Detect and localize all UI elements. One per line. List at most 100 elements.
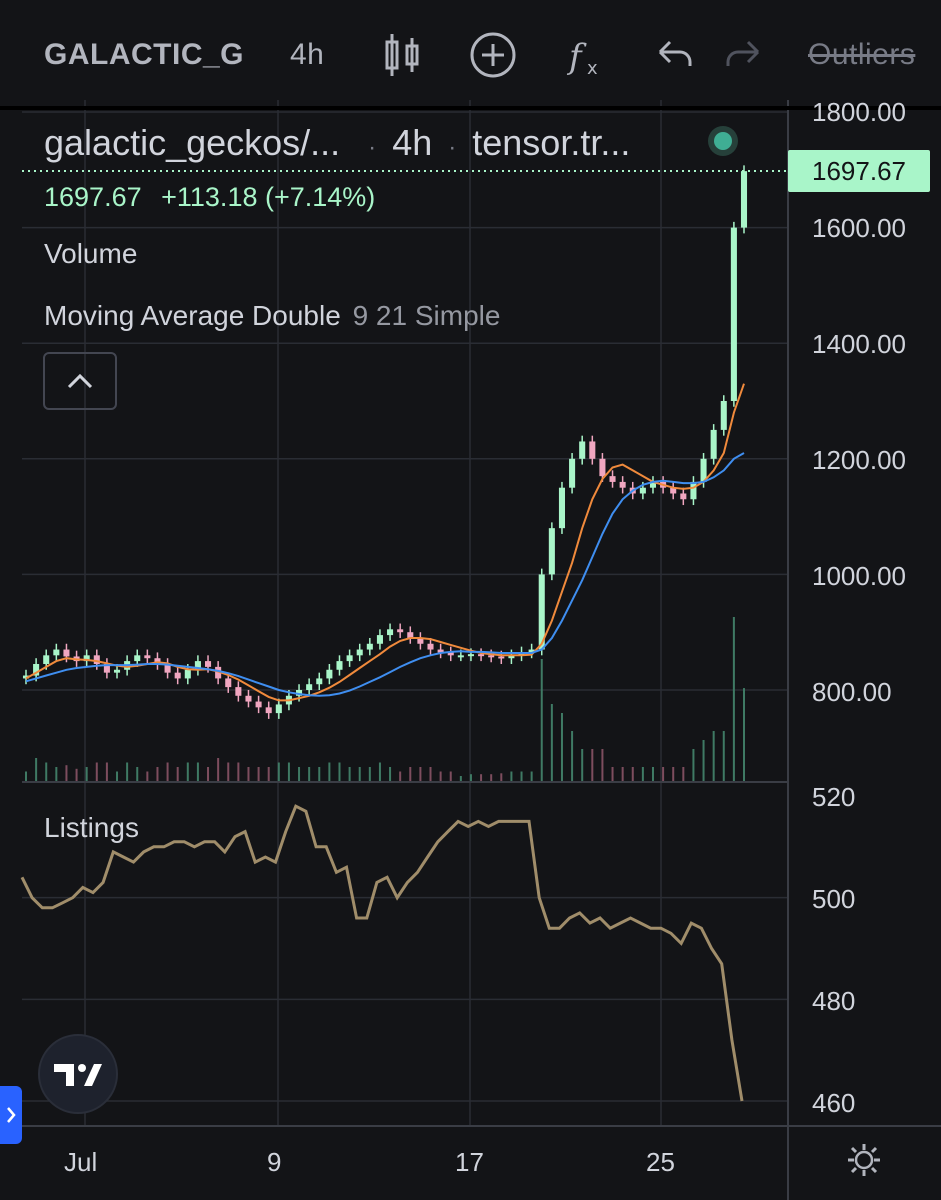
legend-volume[interactable]: Volume bbox=[44, 238, 138, 269]
volume-bar bbox=[480, 774, 483, 782]
candle-body bbox=[690, 481, 697, 500]
candle-body bbox=[589, 441, 596, 459]
candle-body bbox=[93, 655, 100, 664]
candle-body bbox=[639, 487, 646, 494]
candle-body bbox=[235, 687, 242, 696]
ma-fast-line bbox=[25, 383, 745, 702]
volume-bar bbox=[267, 767, 270, 782]
expand-side-panel-button[interactable] bbox=[0, 1086, 22, 1144]
volume-bar bbox=[530, 771, 533, 782]
volume-bar bbox=[409, 767, 412, 782]
candle-body bbox=[275, 704, 282, 714]
candle-body bbox=[670, 487, 677, 494]
volume-bar bbox=[490, 774, 493, 782]
volume-bar bbox=[449, 771, 452, 782]
candle-body bbox=[113, 669, 121, 673]
candle-body bbox=[649, 481, 657, 488]
volume-bar bbox=[368, 767, 371, 782]
volume-bar bbox=[55, 767, 58, 782]
candle-body bbox=[387, 629, 394, 636]
legend-last-price: 1697.67 bbox=[44, 182, 142, 212]
volume-bar bbox=[631, 767, 634, 782]
chevron-right-icon bbox=[7, 1107, 16, 1123]
candle-body bbox=[376, 635, 383, 644]
volume-bar bbox=[156, 767, 159, 782]
legend-moving-average[interactable]: Moving Average Double 9 21 Simple bbox=[44, 300, 500, 332]
volume-bars bbox=[25, 617, 745, 782]
volume-bar bbox=[166, 762, 169, 782]
volume-bar bbox=[702, 740, 705, 782]
svg-text:f: f bbox=[566, 37, 587, 77]
volume-bar bbox=[75, 768, 78, 782]
candle-body bbox=[204, 661, 212, 667]
svg-text:x: x bbox=[587, 58, 598, 79]
candles-icon[interactable] bbox=[378, 30, 428, 80]
redo-icon[interactable] bbox=[718, 30, 768, 80]
volume-bar bbox=[459, 776, 462, 782]
time-tick: 25 bbox=[646, 1147, 675, 1177]
volume-bar bbox=[126, 762, 129, 782]
candle-body bbox=[134, 655, 141, 662]
volume-bar bbox=[247, 767, 250, 782]
settings-gear-icon[interactable] bbox=[846, 1142, 882, 1178]
candle-body bbox=[366, 643, 373, 650]
volume-bar bbox=[207, 767, 210, 782]
volume-bar bbox=[682, 767, 685, 782]
current-price-badge: 1697.67 bbox=[788, 150, 930, 192]
collapse-legend-button[interactable] bbox=[43, 352, 117, 410]
volume-bar bbox=[338, 762, 341, 782]
volume-bar bbox=[520, 771, 523, 782]
candle-body bbox=[33, 663, 40, 676]
add-icon[interactable] bbox=[468, 30, 518, 80]
volume-bar bbox=[621, 767, 624, 782]
interval-button[interactable]: 4h bbox=[290, 38, 325, 71]
price-tick: 1600.00 bbox=[812, 213, 906, 243]
volume-bar bbox=[318, 767, 321, 782]
candle-body bbox=[265, 707, 272, 714]
volume-bar bbox=[237, 762, 240, 782]
candle-body bbox=[336, 661, 343, 670]
volume-bar bbox=[328, 762, 331, 782]
outliers-toggle[interactable]: Outliers bbox=[808, 38, 916, 71]
legend-change: +113.18 (+7.14%) bbox=[161, 182, 376, 212]
volume-bar bbox=[378, 762, 381, 782]
legend-values: 1697.67 +113.18 (+7.14%) bbox=[44, 182, 375, 213]
volume-bar bbox=[662, 767, 665, 782]
candle-body bbox=[579, 441, 586, 459]
volume-bar bbox=[35, 758, 38, 782]
listings-tick: 480 bbox=[812, 986, 856, 1016]
legend-source: tensor.tr... bbox=[472, 122, 631, 163]
undo-icon[interactable] bbox=[650, 30, 700, 80]
candle-body bbox=[478, 654, 485, 657]
candle-body bbox=[255, 701, 262, 708]
legend-pair[interactable]: galactic_geckos/... bbox=[44, 122, 341, 163]
candle-body bbox=[508, 655, 515, 659]
volume-bar bbox=[439, 771, 442, 782]
tradingview-logo[interactable] bbox=[38, 1034, 118, 1114]
volume-bar bbox=[469, 774, 472, 782]
candle-body bbox=[154, 658, 161, 664]
volume-bar bbox=[65, 765, 68, 782]
candle-body bbox=[417, 637, 424, 644]
price-tick: 1800.00 bbox=[812, 97, 906, 127]
candle-body bbox=[63, 649, 70, 657]
volume-bar bbox=[510, 771, 513, 782]
volume-bar bbox=[651, 767, 654, 782]
symbol-button[interactable]: GALACTIC_G bbox=[44, 38, 244, 71]
volume-bar bbox=[672, 767, 675, 782]
volume-bar bbox=[277, 762, 280, 782]
price-tick: 800.00 bbox=[812, 677, 892, 707]
volume-bar bbox=[722, 731, 725, 782]
ma-slow-line bbox=[25, 452, 745, 697]
legend-listings[interactable]: Listings bbox=[44, 812, 139, 843]
candle-body bbox=[194, 661, 201, 670]
volume-bar bbox=[176, 767, 179, 782]
candle-body bbox=[548, 528, 555, 575]
volume-bar bbox=[712, 731, 715, 782]
listings-series-line bbox=[20, 804, 744, 1102]
ma-params: 9 21 Simple bbox=[352, 300, 501, 331]
volume-bar bbox=[105, 762, 108, 782]
time-tick: 9 bbox=[267, 1147, 282, 1177]
